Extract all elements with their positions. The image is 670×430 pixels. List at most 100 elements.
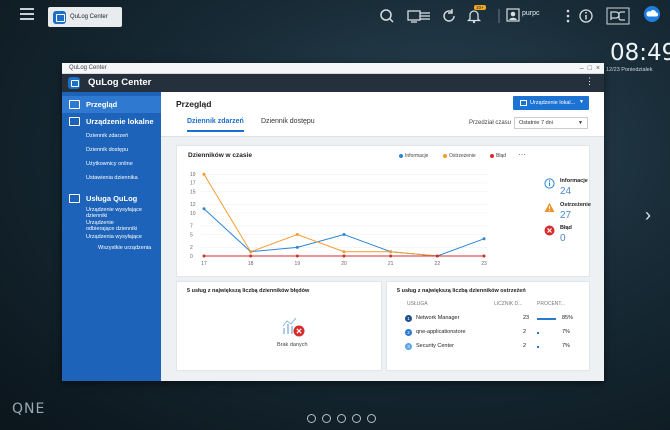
data-point[interactable] [482,237,486,241]
bell-icon[interactable] [466,8,482,24]
dock-app-icon[interactable] [352,414,361,423]
column-header-count[interactable]: LICZNIK D... [494,301,523,307]
qulog-app-icon [53,10,66,24]
app-more-icon[interactable]: ⋮ [585,76,594,86]
cloud-icon[interactable] [643,5,661,23]
clock: 08:49 [610,40,670,66]
data-point[interactable] [295,233,299,236]
data-point[interactable] [249,254,253,258]
data-point[interactable] [342,233,346,236]
data-point[interactable] [295,245,299,249]
sidebar-item-access-log[interactable]: Dziennik dostępu [86,147,129,153]
percent-value: 7% [562,343,570,349]
page-title: Przegląd [176,99,212,109]
sidebar-item-local-device[interactable]: Urządzenie lokalne [62,113,161,130]
legend-item-warning[interactable]: Ostrzeżenie [443,153,476,159]
device-button-label: Urządzenie lokal... [530,100,576,106]
sidebar-item-event-log[interactable]: Dziennik zdarzeń [86,133,129,139]
y-tick-label: 19 [190,172,196,178]
period-select[interactable]: Ostatnie 7 dni ▼ [514,117,588,129]
table-row[interactable]: 1 Network Manager 23 85% [387,313,589,325]
maximize-icon[interactable]: □ [587,65,592,72]
device-select-button[interactable]: Urządzenie lokal... ▼ [513,96,589,110]
divider-icon [498,9,500,23]
sidebar-item-senders[interactable]: Urządzenia wysyłające [86,234,142,240]
tab-access-log[interactable]: Dziennik dostępu [261,118,315,125]
notification-badge: 10+ [474,5,486,10]
more-icon[interactable] [560,8,576,24]
close-icon[interactable]: × [595,65,600,72]
stat-label: Informacje [560,178,588,184]
overview-icon [69,100,80,109]
bottom-dock [307,414,376,423]
x-tick-label: 20 [341,261,347,267]
refresh-icon[interactable] [441,8,457,24]
main-content: Przegląd Urządzenie lokal... ▼ Dziennik … [161,92,604,381]
data-point[interactable] [342,250,346,254]
column-header-percent[interactable]: PROCENT... [537,301,566,307]
data-point[interactable] [482,254,486,258]
chevron-right-icon[interactable]: › [645,205,651,225]
window-titlebar[interactable]: QuLog Center – □ × [62,63,604,74]
y-tick-label: 15 [190,189,196,195]
y-tick-label: 2 [190,245,193,251]
percent-value: 7% [562,329,570,335]
sidebar-item-all-devices[interactable]: Wszystkie urządzenia [98,245,152,251]
data-point[interactable] [202,172,206,176]
column-header-service[interactable]: USŁUGA [407,301,428,307]
period-label: Przedział czasu [469,120,512,126]
data-point[interactable] [389,250,393,254]
info-icon[interactable] [578,8,594,24]
data-point[interactable] [202,254,206,258]
sidebar-item-overview[interactable]: Przegląd [62,96,161,113]
data-point[interactable] [295,254,299,258]
data-point[interactable] [435,254,439,258]
data-point[interactable] [342,254,346,258]
table-row[interactable]: 3 Security Center 2 7% [387,341,589,353]
x-tick-label: 17 [201,261,207,267]
stack-icon[interactable] [417,8,433,24]
purepc-logo-icon [606,7,630,25]
qne-logo: QNE [12,401,46,417]
qulog-window: QuLog Center – □ × QuLog Center ⋮ Przegl… [62,63,604,381]
y-tick-label: 10 [190,211,196,217]
sidebar-item-sender[interactable]: Urządzenie wysyłające dzienniki [86,207,142,219]
card-title: 5 usług z największą liczbą dzienników o… [397,288,526,294]
card-more-icon[interactable]: ··· [518,150,526,159]
legend-item-error[interactable]: Błąd [490,153,506,159]
minimize-icon[interactable]: – [579,65,584,72]
dock-app-icon[interactable] [322,414,331,423]
dock-app-icon[interactable] [307,414,316,423]
data-point[interactable] [202,207,206,211]
dock-app-icon[interactable] [337,414,346,423]
monitor-icon [69,117,80,126]
log-count: 2 [523,343,527,349]
device-icon [520,100,527,106]
sidebar-item-receiver[interactable]: Urządzenie odbierające dzienniki [86,220,138,232]
main-menu-icon[interactable] [20,8,34,20]
log-count: 23 [523,315,530,321]
sidebar-item-online-users[interactable]: Użytkownicy online [86,161,133,167]
stat-value: 24 [560,186,572,197]
app-title: QuLog Center [88,77,152,88]
no-data-icon [282,317,305,337]
data-point[interactable] [389,254,393,258]
search-icon[interactable] [379,8,395,24]
table-row[interactable]: 2 qne-applicationstore 2 7% [387,327,589,339]
stat-value: 27 [560,210,572,221]
sidebar-item-log-settings[interactable]: Ustawienia dziennika [86,175,138,181]
app-header: QuLog Center ⋮ [62,74,604,92]
service-name: qne-applicationstore [416,329,466,335]
data-point[interactable] [249,250,253,254]
legend-item-info[interactable]: Informacje [399,153,428,159]
taskbar-app-tab[interactable]: QuLog Center [48,7,122,27]
rank-badge: 3 [405,343,412,350]
tab-event-log[interactable]: Dziennik zdarzeń [187,118,244,132]
user-icon[interactable] [505,7,521,23]
window-title: QuLog Center [69,65,107,71]
y-tick-label: 5 [190,232,193,238]
dock-app-icon[interactable] [367,414,376,423]
sidebar-item-qulog-service[interactable]: Usługa QuLog [62,190,161,207]
username-label[interactable]: purpc [522,10,540,17]
card-title: 5 usług z największą liczbą dzienników b… [187,288,310,294]
